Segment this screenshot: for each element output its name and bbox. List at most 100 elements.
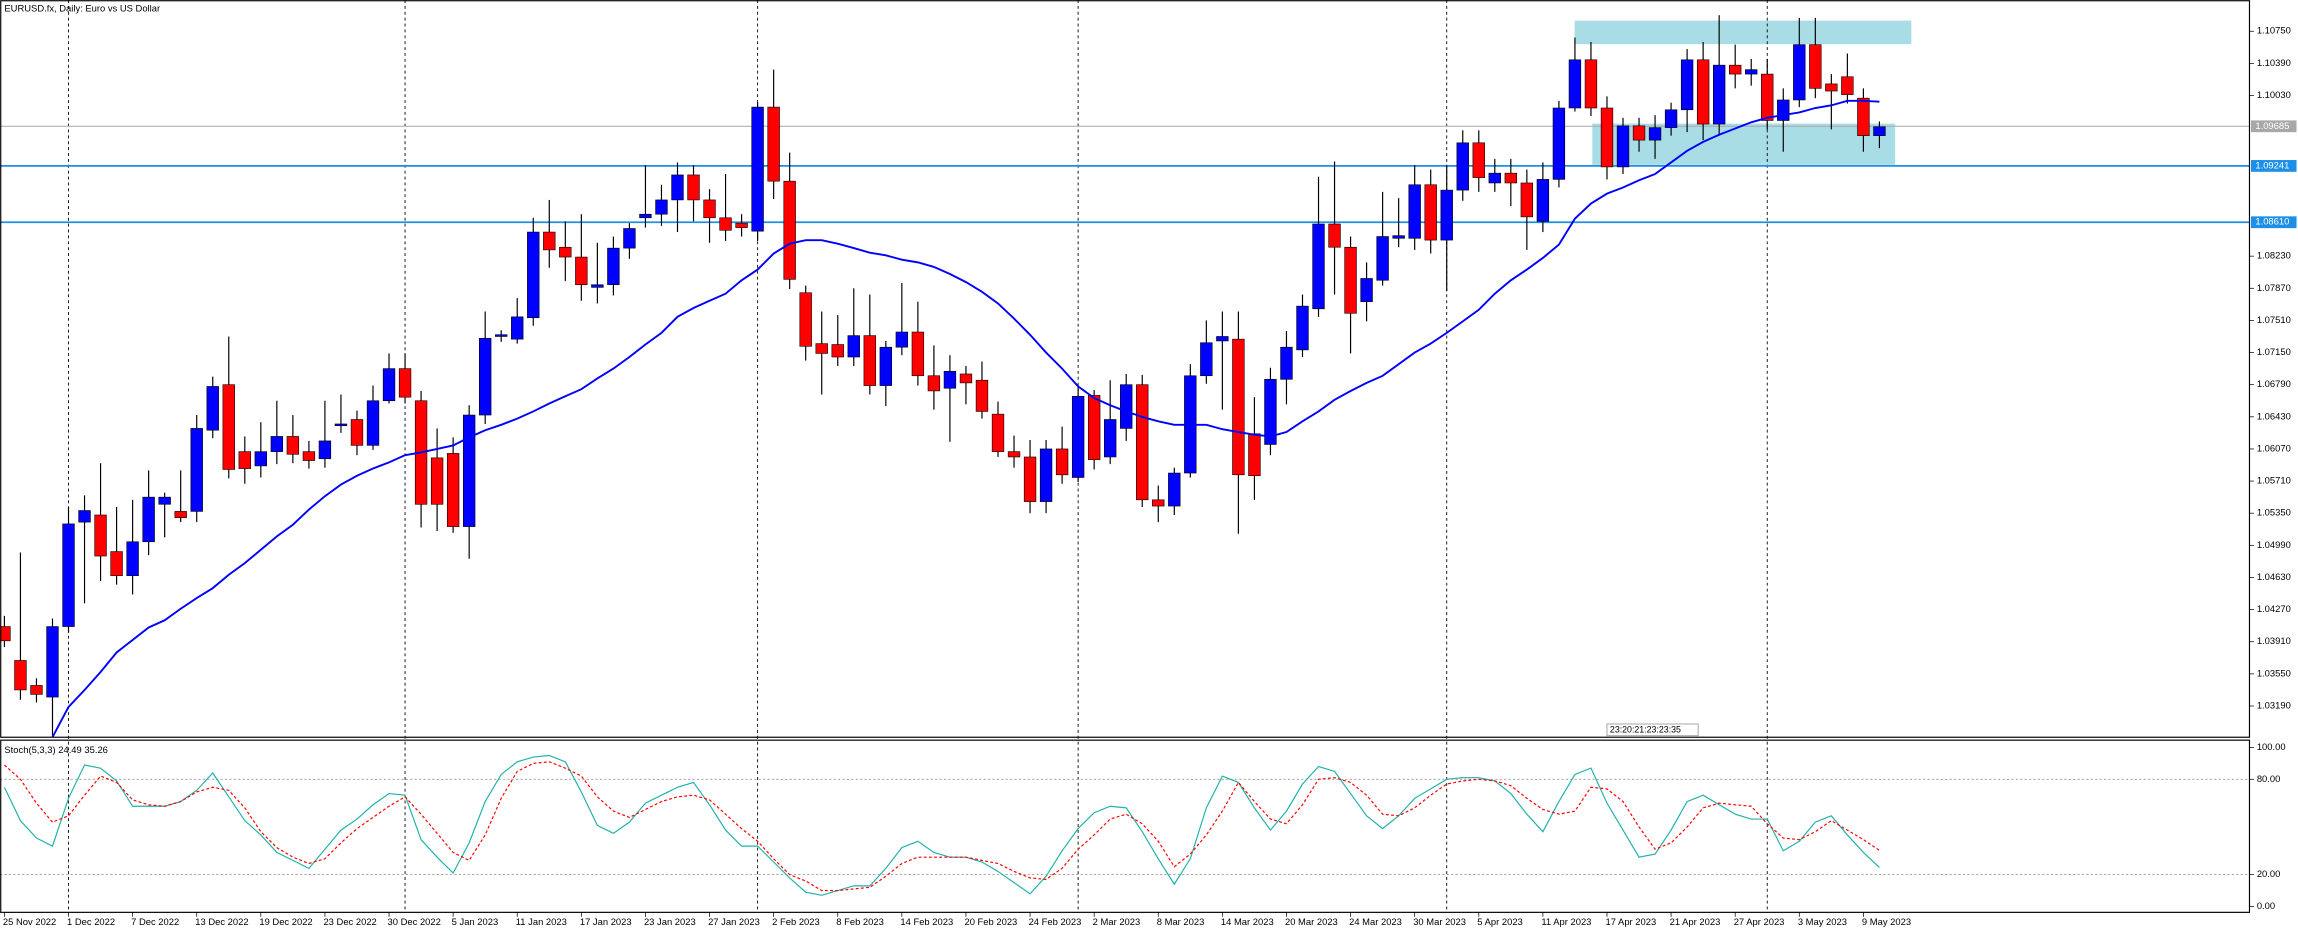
y-tick-label: 1.05350 [2257, 507, 2291, 518]
x-tick-label: 7 Dec 2022 [131, 916, 179, 927]
candle-body [1376, 236, 1389, 281]
candle-body [607, 247, 620, 286]
x-tick-label: 17 Jan 2023 [580, 916, 632, 927]
candle-body [911, 331, 925, 377]
countdown-box [1606, 723, 1699, 737]
x-tick-label: 14 Mar 2023 [1221, 916, 1274, 927]
candle-body [1632, 125, 1646, 141]
candle-body [1761, 73, 1774, 121]
candle-body [799, 292, 812, 347]
candle-body [591, 284, 604, 288]
candle-body [1280, 346, 1293, 380]
candle-body [1408, 184, 1421, 239]
candle-body [543, 231, 556, 251]
countdown: 23:20:21:23:23:35 [1610, 724, 1681, 734]
candle-body [703, 199, 716, 219]
x-tick-label: 30 Dec 2022 [388, 916, 441, 927]
candle-body [687, 174, 700, 201]
x-tick-label: 21 Apr 2023 [1670, 916, 1721, 927]
x-tick-label: 3 May 2023 [1798, 916, 1847, 927]
y-tick-label: 1.10030 [2257, 89, 2291, 100]
candle-body [270, 436, 284, 452]
candle-body [286, 436, 300, 455]
candle-body [1809, 44, 1822, 89]
candle-body [879, 346, 893, 386]
candle-body [142, 496, 155, 543]
chart-title: EURUSD.fx, Daily: Euro vs US Dollar [4, 2, 160, 13]
candle-body [1456, 142, 1469, 191]
x-tick-label: 27 Apr 2023 [1734, 916, 1785, 927]
price-label-box [2250, 216, 2297, 229]
y-tick-label: 1.05710 [2257, 475, 2291, 486]
y-tick-label: 100.00 [2257, 741, 2286, 752]
candle-body [655, 199, 668, 215]
x-tick-label: 20 Mar 2023 [1285, 916, 1338, 927]
candle-body [1680, 59, 1694, 111]
x-tick-label: 23 Dec 2022 [323, 916, 376, 927]
y-tick-label: 1.04630 [2257, 571, 2291, 582]
candle-body [1023, 456, 1037, 502]
candle-body [1504, 172, 1518, 184]
candle-body [1360, 278, 1373, 302]
candle-body [446, 453, 460, 527]
candle-body [158, 496, 171, 505]
candle-body [623, 228, 636, 249]
x-tick-label: 2 Feb 2023 [772, 916, 820, 927]
candle-body [318, 440, 332, 460]
candle-body [863, 335, 876, 386]
indicator-panel-frame [0, 739, 2251, 913]
y-tick-label: 0.00 [2257, 900, 2275, 911]
candle-body [815, 343, 828, 354]
x-tick-label: 24 Mar 2023 [1349, 916, 1402, 927]
candle-body [1616, 125, 1630, 168]
x-tick-label: 11 Jan 2023 [516, 916, 567, 927]
candle-body [1216, 336, 1229, 342]
price-label: 1.09241 [2255, 159, 2289, 170]
candle-body [30, 685, 43, 695]
candle-body [1440, 189, 1453, 241]
candle-body [302, 451, 316, 461]
candle-body [719, 217, 732, 231]
x-tick-label: 19 Dec 2022 [259, 916, 312, 927]
candle-body [1152, 499, 1165, 507]
candle-body [751, 106, 764, 232]
candle-body [1712, 64, 1726, 125]
main-panel-frame [0, 0, 2251, 738]
candle-body [0, 626, 11, 642]
candle-body [1696, 59, 1710, 125]
candle-body [927, 375, 941, 392]
candle-body [1664, 109, 1678, 128]
x-tick-label: 9 May 2023 [1862, 916, 1911, 927]
x-tick-label: 2 Mar 2023 [1093, 916, 1141, 927]
candle-body [1087, 395, 1101, 460]
candle-body [479, 337, 492, 416]
candle-body [959, 373, 973, 384]
candle-body [1488, 172, 1501, 184]
candle-body [1472, 142, 1485, 178]
candle-body [831, 344, 844, 358]
y-tick-label: 1.06790 [2257, 378, 2291, 389]
candle-body [334, 423, 348, 427]
x-tick-label: 27 Jan 2023 [708, 916, 760, 927]
candle-body [398, 368, 412, 398]
candle-body [1825, 83, 1838, 92]
y-tick-label: 1.04990 [2257, 539, 2291, 550]
candle-body [1136, 384, 1149, 501]
candle-body [1232, 338, 1245, 476]
x-tick-label: 25 Nov 2022 [3, 916, 56, 927]
candle-body [991, 413, 1005, 452]
candle-body [575, 256, 588, 286]
y-tick-label: 1.08230 [2257, 250, 2291, 261]
x-tick-label: 8 Feb 2023 [836, 916, 884, 927]
candle-body [1168, 472, 1181, 507]
y-tick-label: 1.10390 [2257, 57, 2291, 68]
candle-body [430, 457, 444, 505]
current-price-box [2250, 120, 2297, 133]
candle-body [1200, 342, 1213, 377]
candle-body [895, 331, 909, 348]
candle-body [94, 514, 107, 557]
candle-body [1841, 76, 1854, 95]
candle-body [14, 660, 27, 691]
candle-body [1248, 433, 1261, 477]
